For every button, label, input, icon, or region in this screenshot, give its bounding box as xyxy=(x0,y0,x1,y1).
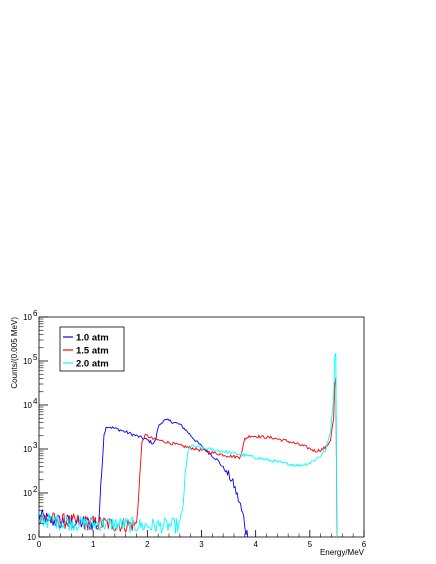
y-axis-title: Counts/(0.005 MeV) xyxy=(10,317,19,389)
y-tick-label: 10 xyxy=(27,533,36,542)
x-tick-label: 3 xyxy=(199,540,204,549)
y-tick-label: 10 xyxy=(23,401,32,410)
series-line-2 xyxy=(39,376,338,537)
y-tick-label: 10 xyxy=(23,357,32,366)
legend: 1.0 atm 1.5 atm 2.0 atm xyxy=(59,326,125,372)
x-tick-label: 5 xyxy=(308,540,313,549)
y-tick-exponent: 6 xyxy=(33,309,38,318)
x-axis-title: Energy/MeV xyxy=(320,548,365,557)
y-tick-exponent: 3 xyxy=(33,441,38,450)
x-tick-label: 4 xyxy=(253,540,258,549)
x-tick-label: 6 xyxy=(362,540,367,549)
series-layer xyxy=(39,353,338,537)
x-tick-label: 1 xyxy=(91,540,96,549)
y-tick-exponent: 4 xyxy=(33,397,38,406)
y-tick-label: 10 xyxy=(23,445,32,454)
x-tick-label: 2 xyxy=(145,540,150,549)
y-tick-label: 10 xyxy=(23,313,32,322)
y-tick-exponent: 2 xyxy=(33,485,38,494)
legend-label: 2.0 atm xyxy=(76,359,109,370)
y-tick-exponent: 5 xyxy=(33,353,38,362)
legend-label: 1.0 atm xyxy=(76,333,109,344)
y-tick-label: 10 xyxy=(23,489,32,498)
legend-box xyxy=(59,326,125,372)
series-line-3 xyxy=(39,353,338,537)
legend-label: 1.5 atm xyxy=(76,346,109,357)
x-tick-label: 0 xyxy=(37,540,42,549)
